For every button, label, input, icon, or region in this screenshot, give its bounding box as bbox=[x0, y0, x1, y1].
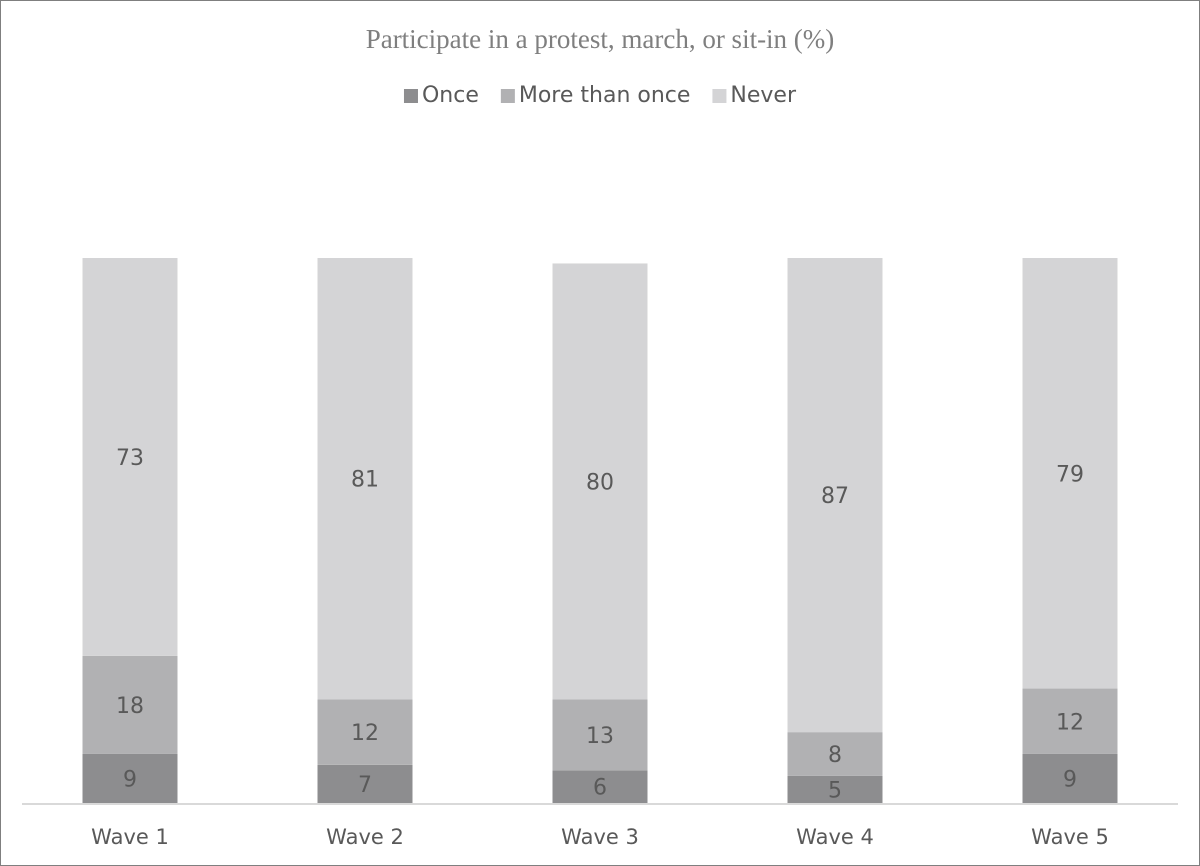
legend-label: More than once bbox=[519, 83, 691, 108]
legend-swatch bbox=[403, 89, 418, 103]
data-label: 5 bbox=[828, 778, 842, 803]
bar-segment bbox=[317, 764, 413, 803]
x-tick-label: Wave 4 bbox=[796, 825, 874, 849]
legend-label: Never bbox=[730, 83, 797, 108]
bar-segment bbox=[787, 258, 883, 733]
bar-segment bbox=[1022, 753, 1118, 803]
data-label: 8 bbox=[828, 743, 842, 768]
data-label: 9 bbox=[123, 767, 137, 792]
x-tick-label: Wave 2 bbox=[326, 825, 404, 849]
data-label: 81 bbox=[351, 468, 379, 493]
bar-segment bbox=[317, 699, 413, 765]
data-label: 18 bbox=[116, 694, 144, 719]
data-label: 7 bbox=[358, 773, 372, 798]
data-label: 13 bbox=[586, 724, 614, 749]
bar-segment bbox=[82, 655, 178, 754]
x-tick-label: Wave 3 bbox=[561, 825, 639, 849]
bar-segment bbox=[317, 258, 413, 700]
x-tick-label: Wave 1 bbox=[91, 825, 169, 849]
bar-segment bbox=[1022, 688, 1118, 754]
data-label: 80 bbox=[586, 470, 614, 495]
data-label: 12 bbox=[351, 721, 379, 746]
x-tick-label: Wave 5 bbox=[1031, 825, 1109, 849]
legend-swatch bbox=[712, 89, 727, 103]
bar-segment bbox=[82, 258, 178, 656]
chart-title: Participate in a protest, march, or sit-… bbox=[366, 24, 835, 54]
bar-segment bbox=[552, 263, 648, 700]
bar-segment bbox=[787, 732, 883, 776]
bar-segment bbox=[787, 775, 883, 803]
data-label: 73 bbox=[116, 446, 144, 471]
data-label: 87 bbox=[821, 484, 849, 509]
bar-segment bbox=[552, 770, 648, 803]
data-label: 9 bbox=[1063, 767, 1077, 792]
bar-segment bbox=[552, 699, 648, 771]
legend-label: Once bbox=[422, 83, 479, 108]
bar-segment bbox=[1022, 258, 1118, 689]
legend-swatch bbox=[500, 89, 515, 103]
data-label: 6 bbox=[593, 776, 607, 801]
bar-segment bbox=[82, 753, 178, 803]
data-label: 12 bbox=[1056, 710, 1084, 735]
data-label: 79 bbox=[1056, 462, 1084, 487]
